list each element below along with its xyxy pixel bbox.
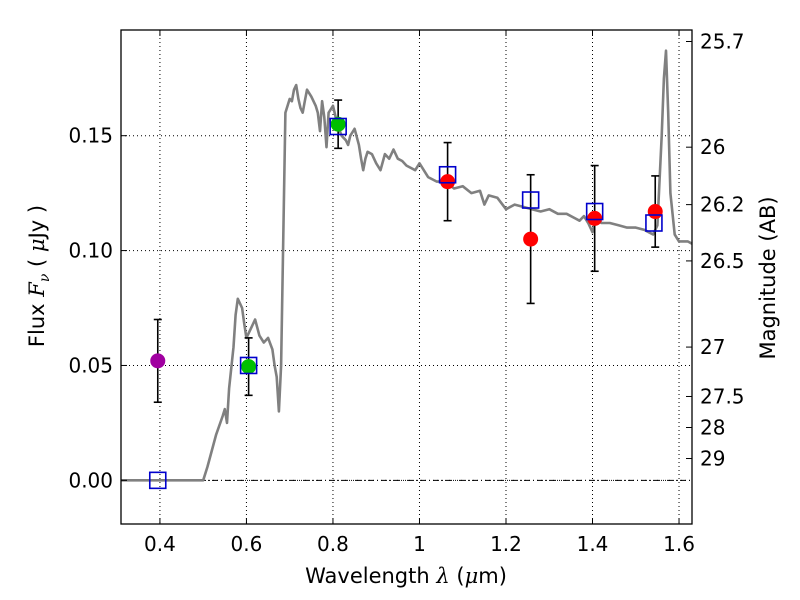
- observed-point-green: [330, 116, 346, 132]
- right-tick-label: 27.5: [700, 384, 745, 408]
- x-axis-ticks: 0.4 0.6 0.8 1 1.2 1.4 1.6: [144, 30, 695, 556]
- right-tick-label: 26: [700, 135, 725, 159]
- y-tick-label: 0.10: [68, 239, 113, 263]
- observed-points: [150, 116, 663, 375]
- right-axis-ticks: 25.7 26 26.2 26.5 27 27.5 28 29: [686, 29, 745, 471]
- model-band-square: [645, 214, 663, 232]
- right-tick-label: 27: [700, 335, 725, 359]
- observed-point-red: [587, 210, 603, 226]
- observed-point-red: [440, 174, 456, 190]
- model-band-square: [329, 117, 347, 136]
- model-band-square: [438, 165, 457, 184]
- right-axis-label: Magnitude (AB): [756, 196, 780, 359]
- right-tick-label: 26.2: [700, 193, 745, 217]
- error-bars: [153, 99, 660, 404]
- model-band-squares: [148, 117, 663, 490]
- right-tick-label: 28: [700, 415, 725, 439]
- x-tick-label: 1.4: [577, 532, 609, 556]
- model-band-square: [585, 202, 604, 221]
- observed-point-violet: [150, 353, 166, 369]
- x-tick-label: 1.6: [663, 532, 695, 556]
- model-band-square: [148, 471, 167, 490]
- plot-frame: [120, 29, 693, 525]
- x-tick-label: 0.6: [231, 532, 263, 556]
- y-axis-ticks: 0.00 0.05 0.10 0.15: [68, 124, 127, 492]
- observed-point-red: [647, 204, 663, 220]
- model-band-square: [521, 191, 540, 209]
- model-spectrum-line: [121, 49, 693, 482]
- right-tick-label: 29: [700, 447, 725, 471]
- y-tick-label: 0.15: [68, 124, 113, 148]
- x-tick-label: 0.4: [144, 532, 176, 556]
- x-tick-label: 1: [413, 532, 426, 556]
- model-band-square: [239, 356, 258, 375]
- observed-point-red: [523, 231, 539, 247]
- y-tick-label: 0.05: [68, 353, 113, 377]
- x-tick-label: 1.2: [490, 532, 522, 556]
- x-axis-label: Wavelength λ (μm): [305, 564, 507, 588]
- y-tick-label: 0.00: [68, 468, 113, 492]
- right-tick-label: 26.5: [700, 249, 745, 273]
- x-tick-label: 0.8: [317, 532, 349, 556]
- grid-lines: [121, 30, 692, 524]
- right-tick-label: 25.7: [700, 29, 745, 53]
- y-axis-label: Flux Fν ( μJy ): [25, 205, 53, 347]
- observed-point-green: [241, 359, 257, 375]
